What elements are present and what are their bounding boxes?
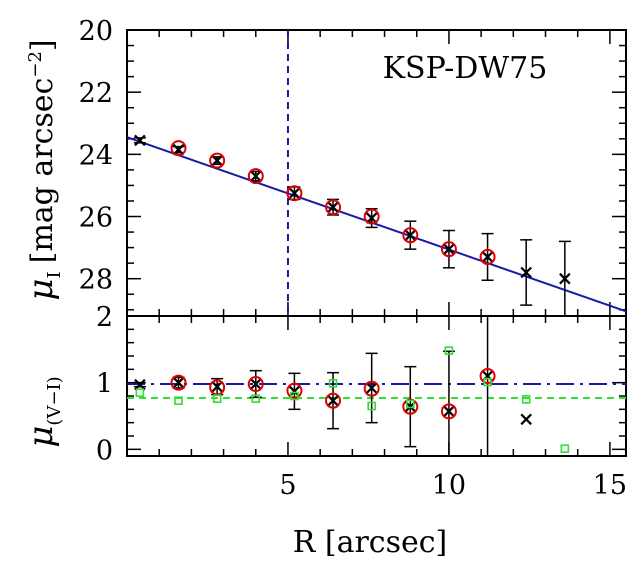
bottom-data-point-square bbox=[406, 399, 415, 409]
top-data-point-x bbox=[327, 201, 339, 213]
top-data-point-circle bbox=[170, 140, 187, 157]
top-data-point-x bbox=[249, 170, 262, 182]
top-y-axis-exponent: −2 bbox=[25, 51, 46, 78]
bottom-data-point-x bbox=[134, 378, 146, 391]
bottom-data-point-x bbox=[443, 405, 455, 418]
top-data-point-circle bbox=[247, 168, 264, 185]
bottom-data-point-x bbox=[211, 380, 223, 393]
top-y-axis-symbol: μ bbox=[21, 279, 61, 301]
bottom-data-point-circle bbox=[440, 403, 457, 420]
top-data-point-circle bbox=[402, 227, 419, 244]
bottom-data-point-square bbox=[560, 444, 570, 453]
top-data-point-x bbox=[134, 134, 146, 147]
bottom-data-point-square bbox=[444, 346, 454, 355]
bottom-data-point-x bbox=[520, 413, 532, 426]
bottom-data-point-x bbox=[249, 378, 262, 390]
top-data-point-x bbox=[172, 143, 185, 156]
top-data-point-x bbox=[443, 243, 455, 255]
bottom-data-point-circle bbox=[247, 376, 264, 392]
bottom-y-axis-title: μ(V−I) bbox=[21, 376, 65, 447]
bottom-data-point-circle bbox=[402, 398, 419, 415]
top-y-tick-label: 28 bbox=[79, 265, 113, 296]
top-y-axis-unit: [mag arcsec bbox=[25, 78, 60, 264]
top-data-point-circle bbox=[479, 248, 496, 265]
bottom-y-tick-label: 1 bbox=[96, 369, 113, 400]
bottom-data-point-square bbox=[290, 391, 299, 401]
bottom-data-point-square bbox=[174, 396, 183, 405]
top-data-point-circle bbox=[325, 199, 342, 216]
bottom-data-point-circle bbox=[286, 382, 303, 399]
top-data-point-x bbox=[404, 229, 417, 241]
bottom-data-point-circle bbox=[209, 379, 226, 396]
bottom-data-point-square bbox=[521, 395, 531, 404]
top-y-tick-label: 20 bbox=[79, 16, 113, 47]
top-data-point-circle bbox=[286, 185, 303, 202]
bottom-data-point-circle bbox=[479, 368, 496, 384]
bottom-data-point-circle bbox=[325, 392, 342, 409]
color-profile-panel: 5 10 15 0 1 2 bbox=[96, 302, 627, 501]
bottom-data-point-x bbox=[172, 376, 185, 389]
top-y-axis-title: μI [mag arcsec−2] bbox=[21, 39, 65, 300]
bottom-panel-frame bbox=[126, 315, 627, 457]
bottom-data-point-x bbox=[327, 394, 339, 407]
x-tick-label: 10 bbox=[432, 470, 466, 501]
top-data-point-x bbox=[559, 272, 571, 285]
top-panel-frame bbox=[126, 29, 627, 317]
top-y-tick-label: 22 bbox=[79, 78, 113, 109]
x-tick-label: 15 bbox=[593, 470, 627, 501]
bottom-y-tick-label: 2 bbox=[96, 302, 113, 333]
top-y-axis-subscript: I bbox=[44, 271, 65, 278]
bottom-data-point-square bbox=[483, 377, 492, 387]
top-data-point-x bbox=[365, 212, 378, 224]
bottom-data-point-x bbox=[365, 382, 378, 394]
top-plot-area bbox=[127, 30, 626, 316]
top-line-solid bbox=[127, 136, 626, 313]
x-axis-title: R [arcsec] bbox=[293, 525, 448, 560]
panel-annotation: KSP-DW75 bbox=[383, 51, 548, 86]
top-data-point-x bbox=[481, 251, 494, 263]
bottom-y-tick-label: 0 bbox=[96, 435, 113, 466]
bottom-data-point-square bbox=[135, 388, 145, 397]
svg-text:μ(V−I): μ(V−I) bbox=[21, 376, 65, 447]
bottom-plot-area bbox=[127, 316, 626, 456]
top-data-point-circle bbox=[440, 241, 457, 258]
bottom-data-point-square bbox=[251, 394, 261, 403]
bottom-data-point-circle bbox=[170, 374, 187, 391]
bottom-data-point-square bbox=[367, 401, 376, 411]
svg-text:μI[mag arcsec−2]: μI [mag arcsec−2] bbox=[21, 39, 65, 300]
top-data-point-circle bbox=[209, 152, 226, 169]
x-tick-label: 5 bbox=[279, 470, 296, 501]
top-data-point-x bbox=[211, 154, 223, 167]
bottom-data-point-circle bbox=[363, 380, 380, 397]
top-data-point-x bbox=[520, 266, 532, 279]
top-data-point-circle bbox=[363, 208, 380, 225]
top-y-tick-label: 24 bbox=[79, 140, 113, 171]
bottom-y-axis-subscript: (V−I) bbox=[44, 376, 65, 425]
surface-brightness-panel: 20 22 24 26 28 bbox=[79, 16, 627, 317]
top-data-point-x bbox=[288, 187, 301, 199]
bottom-data-point-square bbox=[212, 394, 222, 403]
top-y-tick-label: 26 bbox=[79, 203, 113, 234]
bottom-y-axis-symbol: μ bbox=[21, 426, 61, 448]
bottom-data-point-square bbox=[328, 379, 338, 388]
top-y-axis-close: ] bbox=[25, 39, 60, 51]
